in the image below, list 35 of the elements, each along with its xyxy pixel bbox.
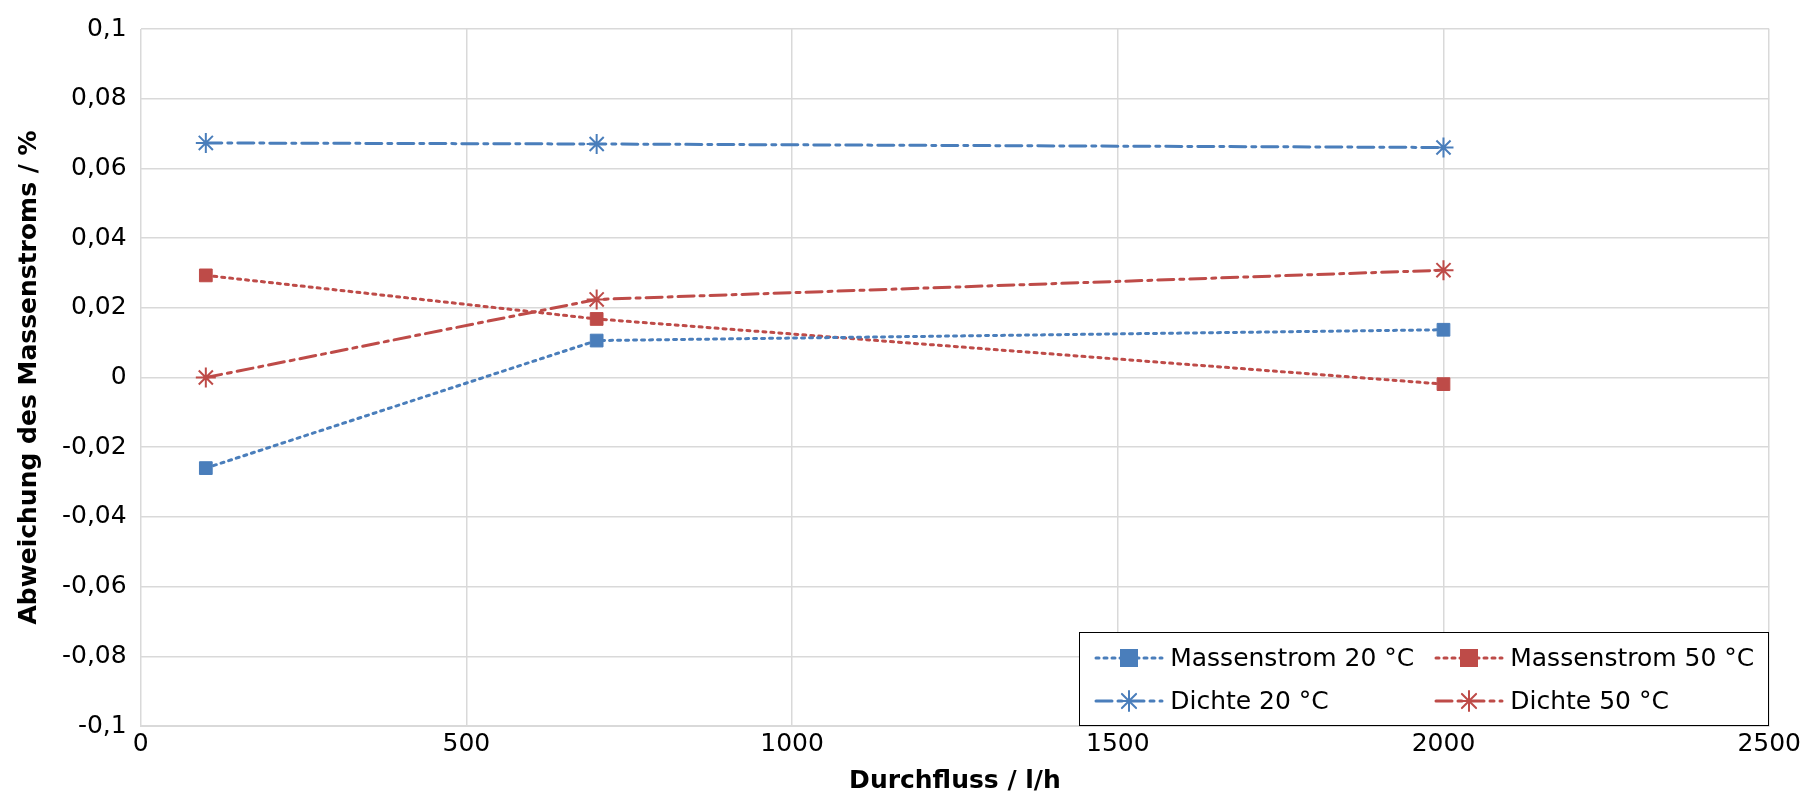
x-axis-title: Durchfluss / l/h	[849, 764, 1061, 794]
point	[194, 366, 217, 389]
x-tick-label: 0	[132, 727, 149, 757]
y-tick-label: 0,02	[71, 291, 127, 321]
legend-label: Massenstrom 20 °C	[1170, 643, 1415, 672]
point	[1432, 259, 1455, 282]
y-tick-label: 0	[110, 361, 127, 390]
legend-label: Dichte 50 °C	[1510, 686, 1669, 715]
y-tick-label: -0,08	[62, 639, 127, 669]
point	[589, 312, 604, 326]
point	[198, 461, 213, 475]
point	[1436, 322, 1451, 337]
y-tick-label: 0,06	[71, 151, 127, 181]
point	[1432, 136, 1455, 159]
legend-label: Dichte 20 °C	[1170, 686, 1329, 715]
y-tick-label: 0,04	[71, 221, 127, 251]
y-tick-label: -0,06	[62, 570, 127, 600]
point	[589, 333, 604, 348]
y-tick-label: -0,02	[62, 430, 127, 460]
point	[198, 268, 213, 283]
y-tick-label: -0,1	[77, 709, 127, 739]
point	[585, 288, 608, 311]
y-tick-label: 0,1	[86, 12, 127, 42]
y-tick-label: 0,08	[71, 82, 127, 112]
point	[194, 131, 217, 154]
y-tick-label: -0,04	[62, 500, 127, 530]
x-tick-label: 500	[442, 727, 491, 757]
x-tick-label: 1000	[760, 727, 824, 757]
x-tick-label: 1500	[1085, 727, 1150, 757]
x-tick-label: 2500	[1737, 727, 1801, 757]
point	[1436, 377, 1451, 391]
point	[585, 133, 608, 156]
legend-label: Massenstrom 50 °C	[1510, 643, 1755, 672]
y-axis-title: Abweichung des Massenstroms / %	[12, 130, 42, 625]
x-tick-label: 2000	[1411, 727, 1476, 757]
